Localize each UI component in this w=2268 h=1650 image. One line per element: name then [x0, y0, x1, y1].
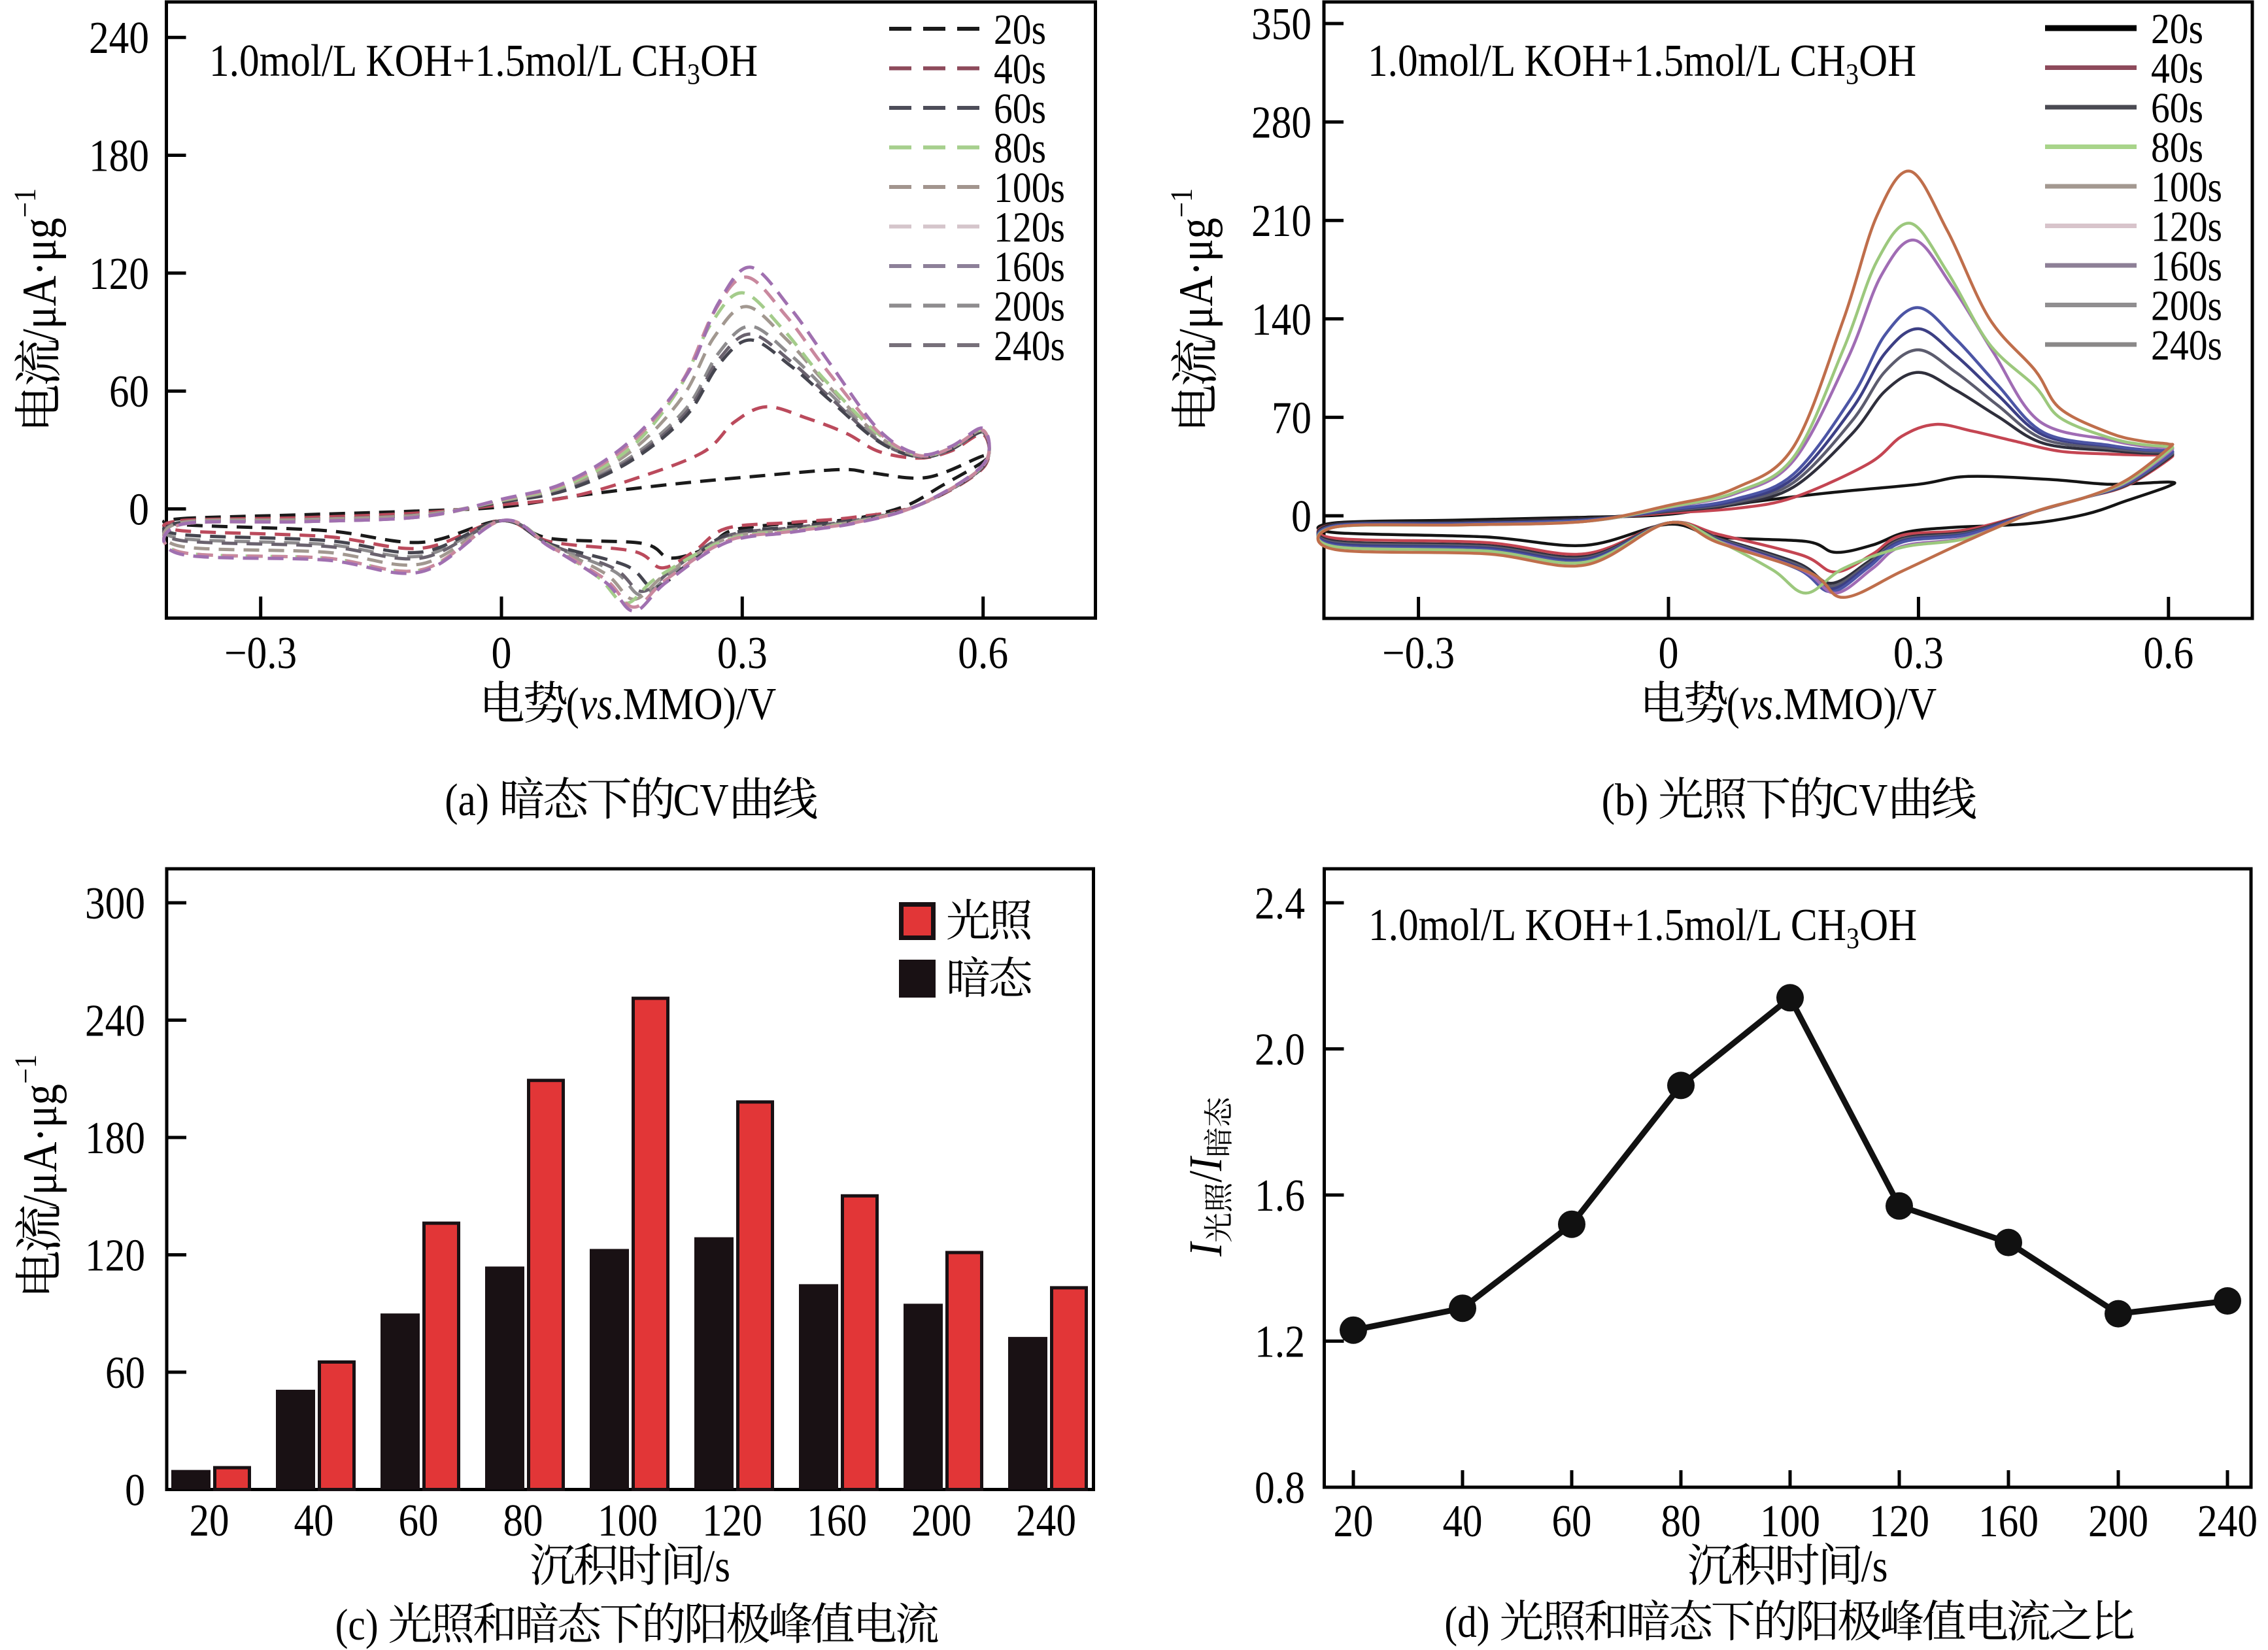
svg-text:OH: OH: [1859, 36, 1916, 86]
svg-text:200s: 200s: [994, 283, 1065, 331]
svg-text:0: 0: [125, 1466, 145, 1516]
svg-text:/s: /s: [703, 1541, 730, 1592]
svg-text:120: 120: [85, 1230, 145, 1281]
svg-text:100s: 100s: [2151, 163, 2222, 211]
svg-text:60: 60: [109, 367, 149, 417]
svg-text:160: 160: [807, 1496, 867, 1546]
svg-text:160: 160: [1978, 1496, 2039, 1547]
svg-text:80s: 80s: [994, 125, 1046, 173]
svg-text:160s: 160s: [2151, 243, 2222, 290]
svg-text:40: 40: [294, 1496, 334, 1546]
svg-text:60s: 60s: [2151, 84, 2203, 132]
svg-text:−1: −1: [1164, 188, 1199, 218]
svg-text:180: 180: [89, 131, 149, 182]
svg-text:160s: 160s: [994, 243, 1065, 291]
svg-text:100: 100: [1760, 1496, 1820, 1547]
svg-text:0.3: 0.3: [1893, 628, 1944, 679]
svg-text:0: 0: [129, 485, 149, 535]
svg-text:210: 210: [1251, 196, 1312, 246]
svg-text:1.0mol/L KOH+1.5mol/L CH: 1.0mol/L KOH+1.5mol/L CH: [209, 36, 687, 86]
svg-text:60s: 60s: [994, 85, 1046, 133]
svg-text:240: 240: [89, 13, 149, 63]
svg-text:0.8: 0.8: [1255, 1463, 1305, 1513]
svg-text:I: I: [1179, 1156, 1232, 1172]
svg-text:70: 70: [1272, 393, 1312, 443]
svg-text:120: 120: [89, 249, 149, 299]
svg-text:80: 80: [503, 1496, 543, 1546]
svg-text:3: 3: [1846, 922, 1859, 955]
svg-text:1.2: 1.2: [1255, 1317, 1305, 1368]
svg-text:1.0mol/L KOH+1.5mol/L CH: 1.0mol/L KOH+1.5mol/L CH: [1368, 36, 1846, 86]
svg-text:.MMO)/V: .MMO)/V: [613, 679, 776, 730]
svg-text:80s: 80s: [2151, 124, 2203, 172]
svg-text:240: 240: [2197, 1496, 2258, 1547]
svg-text:(: (: [566, 679, 579, 730]
svg-text:3: 3: [1846, 58, 1859, 91]
svg-text:300: 300: [85, 879, 145, 929]
svg-text:240: 240: [1016, 1496, 1076, 1546]
svg-text:0: 0: [492, 628, 512, 679]
svg-text:240: 240: [85, 996, 145, 1046]
svg-text:120s: 120s: [2151, 203, 2222, 251]
svg-text:(: (: [1727, 679, 1740, 730]
svg-text:/μA·μg: /μA·μg: [14, 1084, 67, 1207]
svg-text:40s: 40s: [2151, 45, 2203, 93]
svg-text:/: /: [1179, 1171, 1232, 1183]
svg-text:−1: −1: [8, 188, 42, 218]
svg-text:2.4: 2.4: [1255, 879, 1305, 929]
svg-text:20: 20: [1334, 1496, 1374, 1547]
svg-text:vs: vs: [579, 679, 613, 730]
svg-text:3: 3: [687, 58, 700, 91]
svg-text:200s: 200s: [2151, 282, 2222, 330]
svg-text:−1: −1: [8, 1054, 43, 1084]
svg-text:240s: 240s: [2151, 322, 2222, 369]
svg-text:240s: 240s: [994, 322, 1065, 370]
svg-text:120: 120: [702, 1496, 762, 1546]
svg-text:/s: /s: [1861, 1541, 1888, 1592]
svg-text:0.3: 0.3: [717, 628, 768, 679]
svg-text:/μA·μg: /μA·μg: [13, 218, 67, 341]
svg-text:20s: 20s: [2151, 5, 2203, 53]
svg-text:200: 200: [2088, 1496, 2148, 1547]
svg-text:.MMO)/V: .MMO)/V: [1773, 679, 1937, 730]
svg-text:OH: OH: [700, 36, 758, 86]
svg-text:40s: 40s: [994, 46, 1046, 93]
svg-text:1.6: 1.6: [1255, 1171, 1305, 1221]
svg-text:−0.3: −0.3: [1382, 628, 1455, 679]
svg-text:vs: vs: [1740, 679, 1773, 730]
svg-text:1.0mol/L KOH+1.5mol/L CH: 1.0mol/L KOH+1.5mol/L CH: [1368, 900, 1846, 951]
svg-text:200: 200: [911, 1496, 972, 1546]
svg-text:120: 120: [1869, 1496, 1929, 1547]
svg-text:(b): (b): [1602, 775, 1659, 826]
svg-text:I: I: [1179, 1241, 1232, 1257]
svg-text:(d): (d): [1444, 1597, 1499, 1647]
svg-text:−0.3: −0.3: [224, 628, 297, 679]
svg-text:0.6: 0.6: [2143, 628, 2193, 679]
svg-text:180: 180: [85, 1113, 145, 1164]
svg-text:2.0: 2.0: [1255, 1025, 1305, 1075]
svg-text:CV: CV: [1832, 775, 1887, 826]
svg-text:140: 140: [1251, 295, 1312, 345]
svg-text:0: 0: [1659, 628, 1679, 679]
svg-text:(c): (c): [335, 1600, 388, 1649]
svg-text:60: 60: [105, 1348, 145, 1398]
svg-text:0.6: 0.6: [958, 628, 1008, 679]
svg-text:40: 40: [1443, 1496, 1483, 1547]
svg-text:80: 80: [1661, 1496, 1701, 1547]
svg-text:CV: CV: [673, 775, 729, 826]
svg-text:20: 20: [190, 1496, 229, 1546]
svg-text:120s: 120s: [994, 204, 1065, 252]
svg-text:60: 60: [399, 1496, 439, 1546]
svg-text:20s: 20s: [994, 6, 1046, 54]
svg-text:/μA·μg: /μA·μg: [1170, 218, 1223, 341]
svg-text:60: 60: [1552, 1496, 1592, 1547]
svg-text:100s: 100s: [994, 164, 1065, 212]
svg-text:280: 280: [1251, 98, 1312, 148]
svg-text:(a): (a): [445, 775, 499, 826]
svg-text:100: 100: [598, 1496, 658, 1546]
svg-text:OH: OH: [1859, 900, 1917, 951]
svg-text:0: 0: [1291, 492, 1312, 542]
svg-text:350: 350: [1251, 0, 1312, 50]
